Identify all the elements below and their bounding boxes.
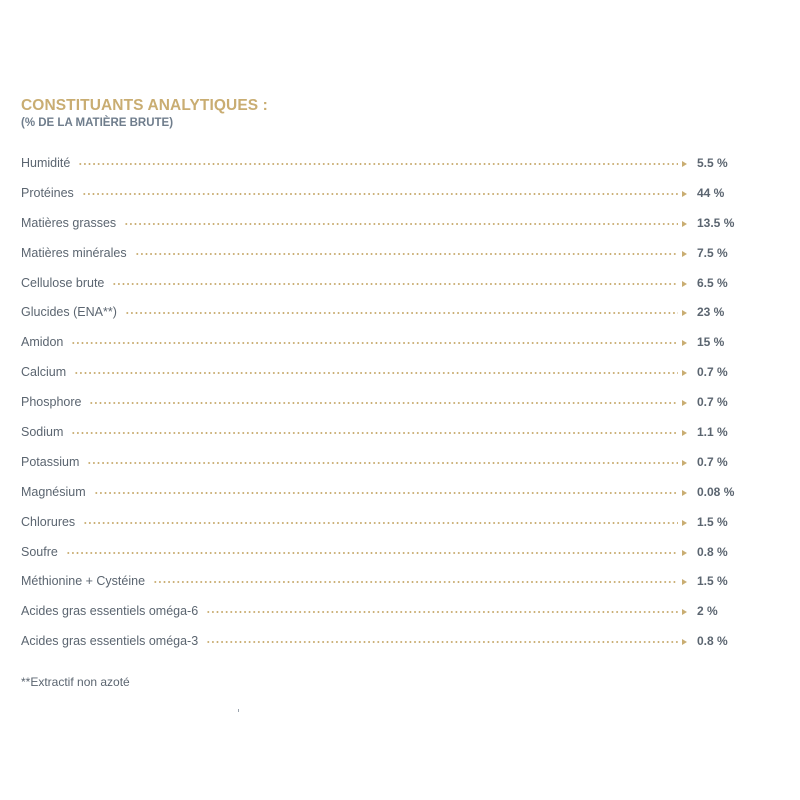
constituent-row-phosphore: Phosphore 0.7 % [21, 387, 751, 417]
arrow-icon [682, 519, 687, 526]
section-subtitle: (% DE LA MATIÈRE BRUTE) [21, 117, 174, 129]
arrow-icon [682, 549, 687, 556]
dotted-leader [71, 431, 678, 434]
constituent-value: 5.5 % [697, 155, 728, 170]
constituent-value: 0.8 % [697, 634, 728, 649]
dotted-leader [71, 342, 678, 345]
constituent-row-magnesium: Magnésium 0.08 % [21, 477, 751, 507]
constituent-label: Potassium [21, 454, 80, 469]
arrow-icon [682, 400, 687, 407]
arrow-icon [682, 280, 687, 287]
constituent-value: 0.8 % [697, 544, 728, 559]
constituent-value: 23 % [697, 305, 725, 320]
arrow-icon [682, 250, 687, 257]
arrow-icon [682, 579, 687, 586]
constituent-row-sodium: Sodium 1.1 % [21, 417, 751, 447]
dotted-leader [206, 611, 678, 614]
arrow-icon [682, 639, 687, 646]
constituent-value: 2 % [697, 604, 718, 619]
constituent-row-omega-6: Acides gras essentiels oméga-6 2 % [21, 596, 751, 626]
constituent-row-methionine-cysteine: Méthionine + Cystéine 1.5 % [21, 566, 751, 596]
constituent-label: Matières minérales [21, 245, 127, 260]
dotted-leader [93, 491, 678, 494]
constituent-label: Magnésium [21, 484, 86, 499]
constituent-value: 0.7 % [697, 454, 728, 469]
constituent-value: 7.5 % [697, 245, 728, 260]
constituents-list: Humidité 5.5 % Protéines 44 % Matières g… [21, 148, 751, 656]
dotted-leader [124, 312, 678, 315]
dotted-leader [74, 372, 678, 375]
constituent-label: Acides gras essentiels oméga-3 [21, 634, 199, 649]
arrow-icon [682, 160, 687, 167]
constituent-value: 0.7 % [697, 365, 728, 380]
arrow-icon [682, 609, 687, 616]
constituent-label: Phosphore [21, 395, 82, 410]
arrow-icon [682, 459, 687, 466]
constituent-row-cellulose-brute: Cellulose brute 6.5 % [21, 268, 751, 298]
dotted-leader [206, 641, 678, 644]
section-title: CONSTITUANTS ANALYTIQUES : [21, 97, 268, 114]
constituent-row-calcium: Calcium 0.7 % [21, 357, 751, 387]
constituent-value: 6.5 % [697, 275, 728, 290]
constituent-label: Glucides (ENA**) [21, 305, 117, 320]
dotted-leader [153, 581, 678, 584]
constituent-row-chlorures: Chlorures 1.5 % [21, 507, 751, 537]
constituent-row-glucides: Glucides (ENA**) 23 % [21, 297, 751, 327]
dotted-leader [89, 402, 678, 405]
constituent-row-potassium: Potassium 0.7 % [21, 447, 751, 477]
constituent-value: 44 % [697, 185, 725, 200]
constituent-value: 1.5 % [697, 574, 728, 589]
footnote: **Extractif non azoté [21, 675, 130, 689]
constituent-value: 0.7 % [697, 395, 728, 410]
constituent-value: 15 % [697, 335, 725, 350]
dotted-leader [81, 192, 678, 195]
dotted-leader [124, 222, 678, 225]
constituent-label: Protéines [21, 185, 74, 200]
analytical-constituents-panel: CONSTITUANTS ANALYTIQUES : (% DE LA MATI… [21, 96, 751, 648]
constituent-label: Calcium [21, 365, 67, 380]
dotted-leader [87, 461, 678, 464]
dotted-leader [83, 521, 678, 524]
constituent-label: Sodium [21, 424, 64, 439]
dotted-leader [65, 551, 678, 554]
constituent-row-matieres-grasses: Matières grasses 13.5 % [21, 208, 751, 238]
constituent-value: 0.08 % [697, 484, 735, 499]
constituent-row-humidite: Humidité 5.5 % [21, 148, 751, 178]
constituent-value: 13.5 % [697, 215, 735, 230]
constituent-value: 1.1 % [697, 424, 728, 439]
constituent-label: Soufre [21, 544, 58, 559]
constituent-label: Acides gras essentiels oméga-6 [21, 604, 199, 619]
constituent-label: Amidon [21, 335, 64, 350]
constituent-row-matieres-minerales: Matières minérales 7.5 % [21, 238, 751, 268]
constituent-value: 1.5 % [697, 514, 728, 529]
arrow-icon [682, 370, 687, 377]
arrow-icon [682, 310, 687, 317]
dotted-leader [78, 162, 678, 165]
constituent-row-soufre: Soufre 0.8 % [21, 537, 751, 567]
arrow-icon [682, 340, 687, 347]
divider-mark [238, 709, 239, 712]
arrow-icon [682, 429, 687, 436]
dotted-leader [112, 282, 678, 285]
constituent-label: Méthionine + Cystéine [21, 574, 146, 589]
constituent-label: Matières grasses [21, 215, 117, 230]
constituent-label: Chlorures [21, 514, 76, 529]
arrow-icon [682, 190, 687, 197]
constituent-row-omega-3: Acides gras essentiels oméga-3 0.8 % [21, 626, 751, 656]
dotted-leader [134, 252, 678, 255]
constituent-row-amidon: Amidon 15 % [21, 327, 751, 357]
constituent-label: Cellulose brute [21, 275, 105, 290]
constituent-label: Humidité [21, 155, 71, 170]
constituent-row-proteines: Protéines 44 % [21, 178, 751, 208]
arrow-icon [682, 489, 687, 496]
arrow-icon [682, 220, 687, 227]
